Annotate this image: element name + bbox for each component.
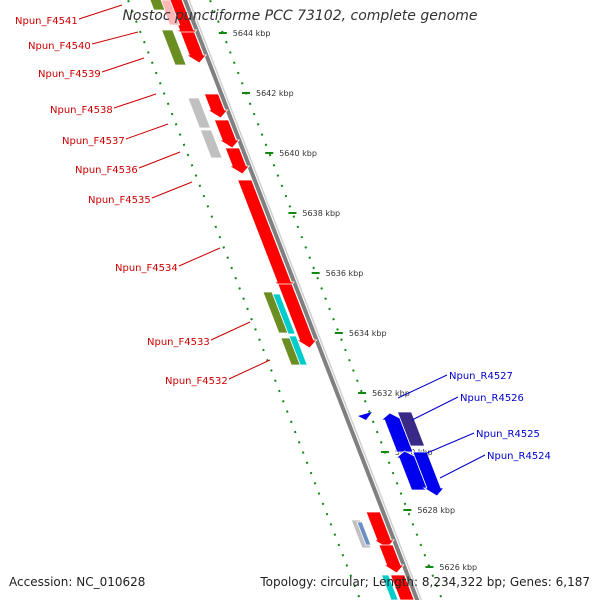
reverse-label-leader [439, 454, 486, 479]
feature-blue-stripe [356, 521, 372, 546]
scale-tick-label: 5626 kbp [439, 563, 477, 572]
scale-tick-label: 5632 kbp [372, 389, 410, 398]
reverse-gene-label: Npun_R4524 [487, 451, 551, 462]
reverse-label-leader [419, 432, 475, 457]
gene-r4527 [358, 412, 372, 420]
forward-gene-label: Npun_F4541 [15, 16, 78, 27]
forward-label-leader [113, 93, 157, 109]
forward-label-leader [125, 123, 169, 140]
gene-r4524b [412, 451, 445, 497]
forward-gene-label: Npun_F4533 [147, 337, 210, 348]
forward-label-leader [78, 4, 123, 20]
feature-gray-2 [199, 129, 223, 159]
scale-tick-label: 5640 kbp [279, 149, 317, 158]
forward-gene-label: Npun_F4537 [62, 136, 125, 147]
pseudogene-top [159, 0, 181, 26]
scale-tick-label: 5638 kbp [302, 209, 340, 218]
forward-label-leader [101, 57, 145, 73]
scale-tick-label: 5644 kbp [233, 29, 271, 38]
gene-f4540 [179, 31, 208, 64]
map-title: Nostoc punctiforme PCC 73102, complete g… [122, 8, 478, 24]
forward-gene-label: Npun_F4538 [50, 105, 113, 116]
scale-tick-label: 5634 kbp [349, 329, 387, 338]
gene-f4537 [213, 119, 241, 149]
forward-gene-label: Npun_F4540 [28, 41, 91, 52]
genome-backbone-line [182, 0, 421, 604]
feature-cyan-2 [288, 335, 308, 366]
forward-gene-label: Npun_F4536 [75, 165, 138, 176]
forward-gene-label: Npun_F4534 [115, 263, 178, 274]
gene-f4533 [277, 283, 318, 349]
reverse-label-leader [397, 374, 448, 399]
forward-gene-label: Npun_F4532 [165, 376, 228, 387]
forward-gene-label: Npun_F4539 [38, 69, 101, 80]
reverse-gene-label: Npun_R4527 [449, 371, 513, 382]
genome-summary-text: Topology: circular; Length: 8,234,322 bp… [260, 575, 590, 589]
forward-label-leader [178, 247, 221, 267]
genome-backbone-highlight [188, 0, 424, 604]
scale-tick-label: 5628 kbp [417, 506, 455, 515]
gene-f4531 [365, 511, 395, 549]
forward-label-leader [228, 359, 271, 380]
reverse-gene-label: Npun_R4525 [476, 429, 540, 440]
feature-olive-2 [161, 29, 187, 66]
scale-tick-label: 5636 kbp [326, 269, 364, 278]
gene-f4536 [224, 147, 251, 175]
accession-text: Accession: NC_010628 [9, 575, 146, 589]
forward-label-leader [151, 181, 193, 199]
feature-olive-1 [149, 0, 166, 11]
forward-label-leader [91, 31, 139, 45]
scale-dotted-line-left [126, 0, 363, 604]
forward-gene-label: Npun_F4535 [88, 195, 151, 206]
forward-label-leader [210, 321, 251, 341]
forward-label-leader [138, 151, 181, 169]
gene-f4530 [378, 544, 405, 574]
feature-cyan-1 [272, 293, 296, 335]
reverse-gene-label: Npun_R4526 [460, 393, 524, 404]
gene-f4538 [203, 93, 229, 119]
reverse-label-leader [411, 396, 459, 421]
feature-gray-1 [187, 97, 212, 129]
scale-tick-label: 5642 kbp [256, 89, 294, 98]
gene-r4526 [396, 411, 426, 447]
